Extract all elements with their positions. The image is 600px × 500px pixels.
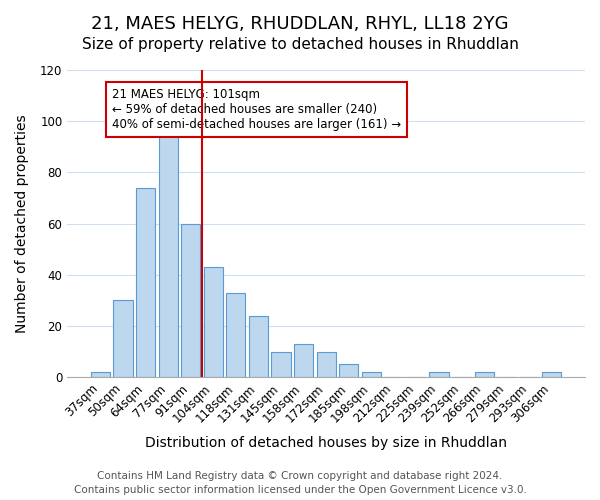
Text: 21, MAES HELYG, RHUDDLAN, RHYL, LL18 2YG: 21, MAES HELYG, RHUDDLAN, RHYL, LL18 2YG — [91, 15, 509, 33]
X-axis label: Distribution of detached houses by size in Rhuddlan: Distribution of detached houses by size … — [145, 436, 507, 450]
Bar — [339, 364, 358, 377]
Bar — [91, 372, 110, 377]
Bar — [475, 372, 494, 377]
Bar — [271, 352, 290, 377]
Bar — [362, 372, 381, 377]
Bar — [317, 352, 336, 377]
Text: Size of property relative to detached houses in Rhuddlan: Size of property relative to detached ho… — [82, 38, 518, 52]
Bar — [249, 316, 268, 377]
Bar — [113, 300, 133, 377]
Bar — [542, 372, 562, 377]
Text: Contains HM Land Registry data © Crown copyright and database right 2024.
Contai: Contains HM Land Registry data © Crown c… — [74, 471, 526, 495]
Bar — [181, 224, 200, 377]
Bar — [226, 292, 245, 377]
Y-axis label: Number of detached properties: Number of detached properties — [15, 114, 29, 333]
Bar — [430, 372, 449, 377]
Bar — [158, 134, 178, 377]
Bar — [204, 267, 223, 377]
Bar — [294, 344, 313, 377]
Bar — [136, 188, 155, 377]
Text: 21 MAES HELYG: 101sqm
← 59% of detached houses are smaller (240)
40% of semi-det: 21 MAES HELYG: 101sqm ← 59% of detached … — [112, 88, 401, 131]
